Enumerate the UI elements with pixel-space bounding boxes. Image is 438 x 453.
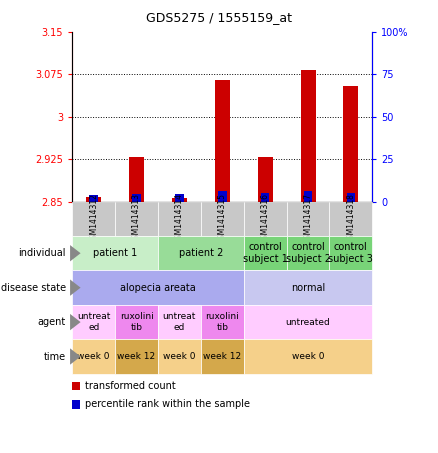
Bar <box>300 70 315 202</box>
Text: time: time <box>43 352 66 361</box>
Bar <box>215 80 230 202</box>
Text: GSM1414317: GSM1414317 <box>304 193 312 244</box>
Text: untreat
ed: untreat ed <box>163 313 196 332</box>
Text: control
subject 1: control subject 1 <box>243 242 288 264</box>
Text: GSM1414316: GSM1414316 <box>261 193 270 244</box>
Bar <box>132 194 141 202</box>
Bar <box>346 193 355 202</box>
Text: transformed count: transformed count <box>85 381 175 390</box>
Bar <box>175 194 184 202</box>
Text: ruxolini
tib: ruxolini tib <box>205 313 239 332</box>
Bar <box>89 195 98 202</box>
Text: untreated: untreated <box>286 318 330 327</box>
Bar <box>172 198 187 202</box>
Text: GDS5275 / 1555159_at: GDS5275 / 1555159_at <box>146 11 292 24</box>
Text: GSM1414318: GSM1414318 <box>346 193 355 244</box>
Text: patient 1: patient 1 <box>93 248 137 258</box>
Text: week 0: week 0 <box>163 352 196 361</box>
Text: week 12: week 12 <box>203 352 241 361</box>
Text: normal: normal <box>291 283 325 293</box>
Bar <box>343 86 358 202</box>
Text: ruxolini
tib: ruxolini tib <box>120 313 153 332</box>
Text: control
subject 3: control subject 3 <box>328 242 373 264</box>
Text: GSM1414314: GSM1414314 <box>175 193 184 244</box>
Text: percentile rank within the sample: percentile rank within the sample <box>85 399 250 409</box>
Bar <box>304 192 312 202</box>
Text: GSM1414313: GSM1414313 <box>132 193 141 244</box>
Text: alopecia areata: alopecia areata <box>120 283 196 293</box>
Bar <box>258 158 272 202</box>
Text: week 0: week 0 <box>78 352 110 361</box>
Bar <box>218 192 226 202</box>
Text: week 0: week 0 <box>292 352 324 361</box>
Text: week 12: week 12 <box>117 352 155 361</box>
Text: agent: agent <box>38 317 66 327</box>
Bar <box>129 158 144 202</box>
Text: disease state: disease state <box>0 283 66 293</box>
Text: control
subject 2: control subject 2 <box>286 242 331 264</box>
Text: GSM1414312: GSM1414312 <box>89 193 98 244</box>
Bar <box>86 197 101 202</box>
Text: individual: individual <box>18 248 66 258</box>
Bar <box>261 193 269 202</box>
Text: untreat
ed: untreat ed <box>77 313 110 332</box>
Text: patient 2: patient 2 <box>179 248 223 258</box>
Text: GSM1414315: GSM1414315 <box>218 193 227 244</box>
